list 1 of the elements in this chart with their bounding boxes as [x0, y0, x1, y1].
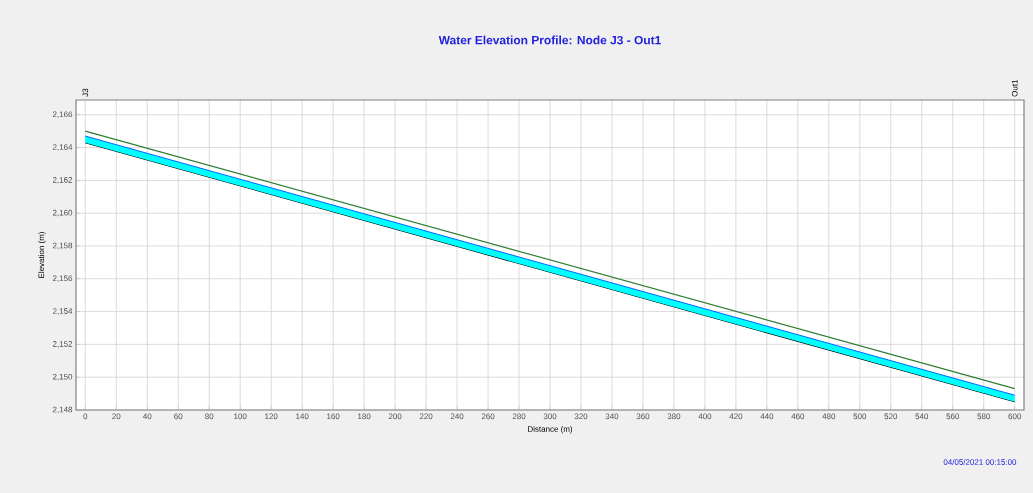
chart-title: Water Elevation Profile: Node J3 - Out1	[438, 35, 661, 45]
